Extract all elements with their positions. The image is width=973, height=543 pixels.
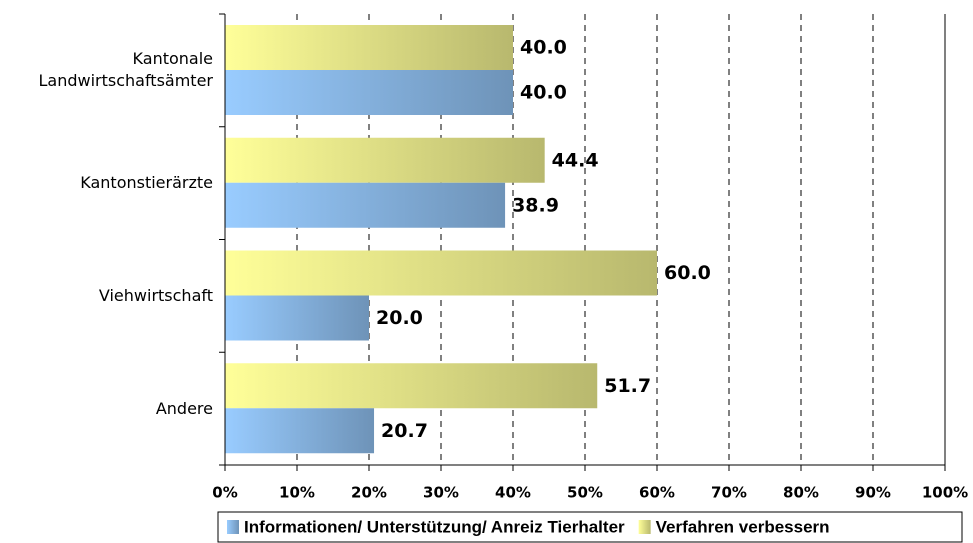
legend-label: Informationen/ Unterstützung/ Anreiz Tie…	[244, 517, 625, 536]
bar	[225, 363, 598, 409]
x-tick-label: 0%	[212, 484, 237, 502]
x-tick-label: 80%	[783, 484, 819, 502]
bar	[225, 408, 375, 454]
data-label: 60.0	[664, 262, 711, 284]
legend-swatch	[638, 520, 651, 534]
x-tick-label: 100%	[922, 484, 968, 502]
x-tick-label: 10%	[279, 484, 315, 502]
y-tick-label: Andere	[155, 398, 213, 418]
y-tick-label: Kantonale Landwirtschaftsämter	[38, 49, 213, 91]
data-label: 20.7	[381, 420, 428, 442]
legend-swatch	[227, 520, 239, 534]
data-label: 20.0	[376, 307, 423, 329]
data-label: 51.7	[604, 375, 651, 397]
x-tick-label: 70%	[711, 484, 747, 502]
data-label: 40.0	[520, 37, 567, 59]
bar	[225, 295, 369, 341]
bar	[225, 25, 513, 70]
bar	[225, 137, 545, 183]
y-tick-label: Kantonstierärzte	[80, 173, 213, 193]
data-label: 40.0	[520, 82, 567, 104]
x-tick-label: 40%	[495, 484, 531, 502]
x-tick-label: 60%	[639, 484, 675, 502]
legend-label: Verfahren verbessern	[656, 517, 830, 536]
legend-box	[217, 511, 963, 543]
data-label: 38.9	[512, 194, 559, 216]
bar	[225, 250, 657, 296]
bar	[225, 182, 506, 228]
bar	[225, 70, 513, 115]
x-tick-label: 50%	[567, 484, 603, 502]
x-tick-label: 20%	[351, 484, 387, 502]
x-tick-label: 90%	[855, 484, 891, 502]
y-tick-label: Viehwirtschaft	[98, 285, 213, 305]
data-label: 44.4	[552, 149, 599, 171]
x-tick-label: 30%	[423, 484, 459, 502]
